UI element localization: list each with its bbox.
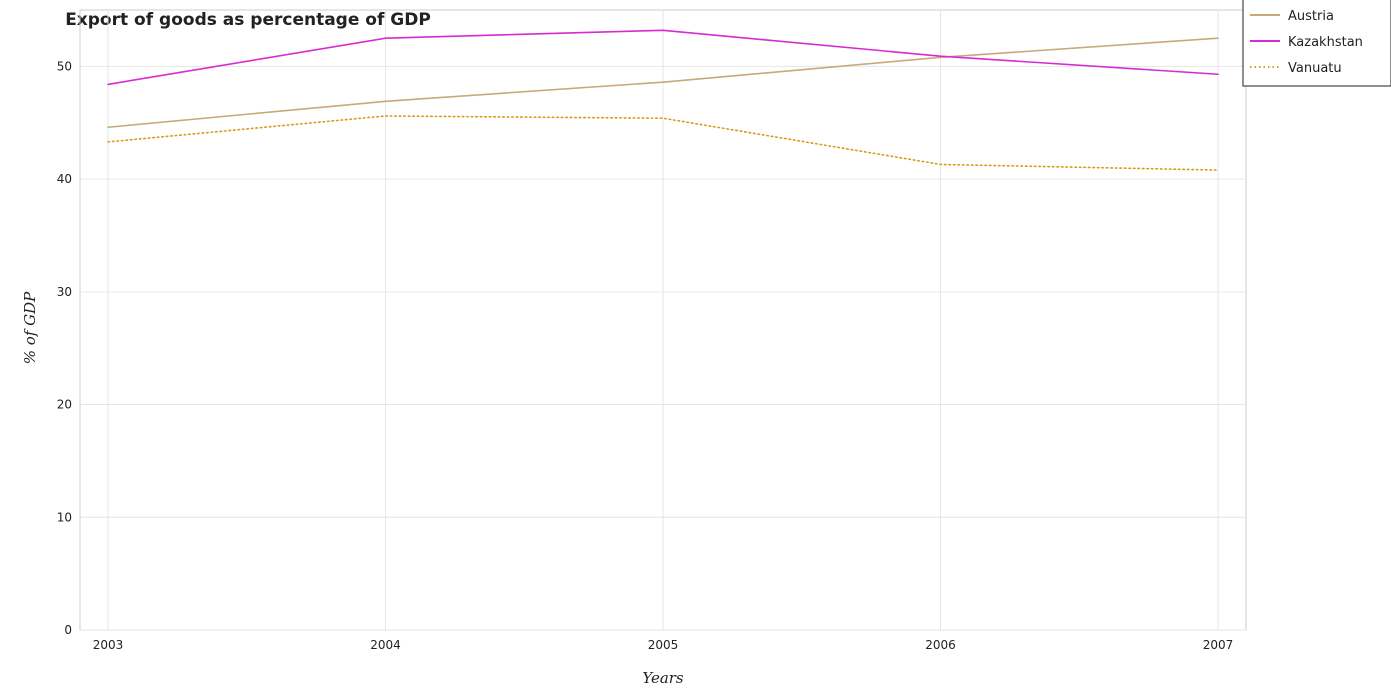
y-tick-label: 30 [57, 285, 72, 299]
y-tick-label: 40 [57, 172, 72, 186]
y-tick-label: 0 [64, 623, 72, 637]
legend: Austria Kazakhstan Vanuatu [1242, 0, 1391, 87]
series-line-vanuatu [107, 115, 1219, 171]
x-axis: 2003 2004 2005 2006 2007 [93, 638, 1234, 652]
y-axis: 0 10 20 30 40 50 [57, 59, 72, 637]
legend-label-austria: Austria [1288, 9, 1334, 24]
y-tick-label: 10 [57, 510, 72, 524]
series-lines [107, 29, 1219, 171]
x-tick-label: 2006 [925, 638, 956, 652]
grid [80, 10, 1246, 631]
y-axis-label: % of GDP [21, 291, 39, 364]
legend-label-kazakhstan: Kazakhstan [1288, 35, 1363, 50]
plot-area [79, 9, 1247, 631]
x-axis-label: Years [642, 669, 684, 687]
x-tick-label: 2007 [1203, 638, 1234, 652]
x-tick-label: 2003 [93, 638, 124, 652]
x-tick-label: 2004 [370, 638, 401, 652]
y-tick-label: 20 [57, 398, 72, 412]
x-tick-label: 2005 [648, 638, 679, 652]
y-tick-label: 50 [57, 59, 72, 73]
chart-title: Export of goods as percentage of GDP [65, 10, 431, 30]
legend-label-vanuatu: Vanuatu [1288, 61, 1342, 76]
